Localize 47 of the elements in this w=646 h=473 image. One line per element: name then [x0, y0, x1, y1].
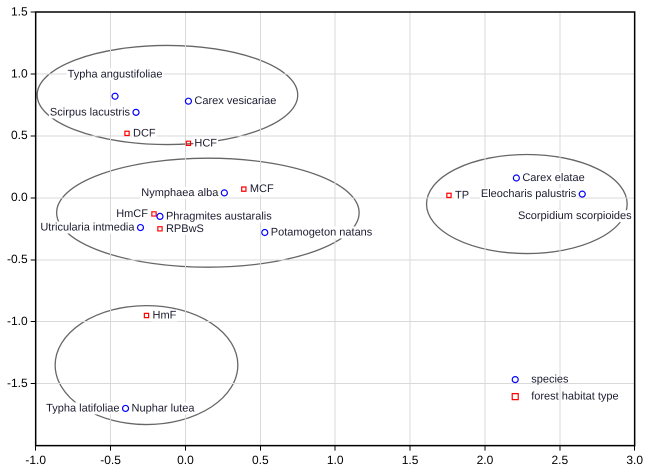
x-tick-label: 1.0: [326, 453, 344, 468]
annotation: Typha latifoliae: [46, 402, 120, 414]
annotation: Potamogeton natans: [270, 226, 373, 239]
point: [111, 92, 119, 100]
annotation: Nymphaea alba: [141, 186, 220, 199]
annotation: Typha angustifoliae: [68, 68, 162, 80]
x-tick-label: -0.5: [100, 453, 122, 468]
legend-label: forest habitat type: [531, 390, 619, 403]
y-tick-label: 1.5: [10, 4, 28, 18]
point: [446, 192, 452, 198]
x-tick-label: -1.0: [25, 453, 46, 468]
point: [124, 130, 130, 136]
annotation: Nuphar lutea: [132, 402, 196, 414]
annotation: Carex elatae: [522, 172, 585, 184]
x-tick-label: 2.0: [476, 453, 494, 468]
annotation: MCF: [250, 183, 274, 196]
point: [144, 312, 150, 318]
point: [122, 404, 130, 412]
y-tick-label: 0.5: [10, 128, 28, 142]
y-tick-label: 1.0: [10, 66, 28, 80]
annotation: HCF: [194, 137, 218, 150]
annotation: DCF: [133, 127, 156, 140]
x-tick-label: 0.0: [177, 453, 194, 468]
annotation: Phragmites austaralis: [166, 210, 272, 222]
point: [186, 140, 192, 146]
y-tick-label: -1.5: [6, 376, 28, 390]
y-tick-label: 0.0: [10, 190, 28, 204]
annotation: HmF: [152, 310, 177, 322]
annotation: HmCF: [116, 208, 148, 220]
annotation: Utricularia intmedia: [40, 222, 136, 234]
point: [184, 98, 192, 105]
point: [578, 190, 586, 198]
annotation: Carex vesicariae: [194, 95, 276, 108]
annotation: RPBwS: [166, 222, 204, 235]
legend-label: species: [531, 374, 570, 386]
point: [512, 174, 520, 182]
y-tick-label: -0.5: [6, 252, 28, 266]
x-tick-label: 2.5: [551, 453, 568, 468]
annotation: TP: [454, 189, 470, 202]
y-tick-label: -1.0: [6, 314, 28, 328]
x-tick-label: 3.0: [626, 453, 644, 468]
point: [132, 108, 140, 116]
annotation: Eleocharis palustris: [480, 188, 577, 200]
annotation: Scirpus lacustris: [50, 106, 131, 118]
x-tick-label: 0.5: [252, 453, 269, 468]
x-tick-label: 1.5: [402, 453, 419, 468]
annotation: Scorpidium scorpioides: [518, 210, 632, 222]
